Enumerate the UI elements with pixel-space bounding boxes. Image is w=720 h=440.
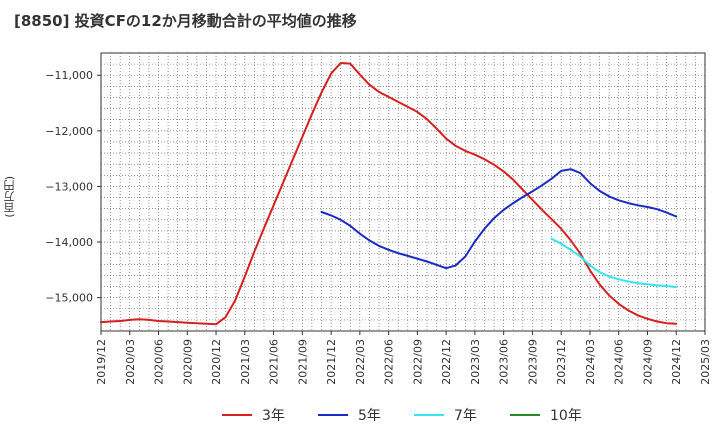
series-line-3 <box>550 237 678 289</box>
x-tick-label: 2022/03 <box>354 339 367 385</box>
y-axis-ticks: −11,000 −12,000 −13,000 −14,000 −15,000 <box>45 69 101 305</box>
x-tick-label: 2020/12 <box>210 339 223 385</box>
legend-item-3: 7年 <box>414 403 477 427</box>
legend-label: 5年 <box>358 408 381 424</box>
x-tick-label: 2022/06 <box>383 339 396 385</box>
legend-swatch <box>318 414 348 416</box>
legend-label: 10年 <box>550 408 582 424</box>
legend-swatch <box>510 414 540 416</box>
legend-label: 7年 <box>454 408 477 424</box>
x-axis-ticks: 2019/12 2020/03 2020/06 2020/09 2020/12 2021/… <box>95 331 712 385</box>
y-tick-label: −11,000 <box>45 69 93 82</box>
x-tick-label: 2024/03 <box>584 339 597 385</box>
legend-swatch <box>414 414 444 416</box>
legend: 3年 5年 7年 10年 <box>0 403 720 427</box>
x-tick-label: 2025/03 <box>699 339 712 385</box>
y-tick-label: −14,000 <box>45 236 93 249</box>
x-tick-label: 2023/03 <box>469 339 482 385</box>
x-gridlines <box>110 53 696 331</box>
x-tick-label: 2021/06 <box>268 339 281 385</box>
x-tick-label: 2023/06 <box>498 339 511 385</box>
x-tick-label: 2024/12 <box>670 339 683 385</box>
chart-title: [8850] 投資CFの12か月移動合計の平均値の推移 <box>14 12 357 30</box>
x-tick-label: 2020/09 <box>181 339 194 385</box>
y-tick-label: −12,000 <box>45 125 93 138</box>
legend-item-4: 10年 <box>510 403 582 427</box>
x-tick-label: 2024/06 <box>613 339 626 385</box>
y-tick-label: −13,000 <box>45 180 93 193</box>
x-tick-label: 2023/12 <box>555 339 568 385</box>
x-tick-label: 2023/09 <box>526 339 539 385</box>
legend-swatch <box>222 414 252 416</box>
series-line-2 <box>320 168 678 270</box>
legend-item-2: 5年 <box>318 403 381 427</box>
legend-item-1: 3年 <box>222 403 285 427</box>
plot-area <box>100 52 706 332</box>
x-tick-label: 2021/12 <box>325 339 338 385</box>
series-lines <box>100 62 678 326</box>
legend-label: 3年 <box>262 408 285 424</box>
x-tick-label: 2020/06 <box>153 339 166 385</box>
x-tick-label: 2024/09 <box>641 339 654 385</box>
x-tick-label: 2019/12 <box>95 339 108 385</box>
x-tick-label: 2021/03 <box>239 339 252 385</box>
y-tick-label: −15,000 <box>45 292 93 305</box>
x-tick-label: 2020/03 <box>124 339 137 385</box>
x-tick-label: 2022/09 <box>411 339 424 385</box>
x-tick-label: 2021/09 <box>296 339 309 385</box>
x-tick-label: 2022/12 <box>440 339 453 385</box>
series-line-1 <box>100 62 678 326</box>
